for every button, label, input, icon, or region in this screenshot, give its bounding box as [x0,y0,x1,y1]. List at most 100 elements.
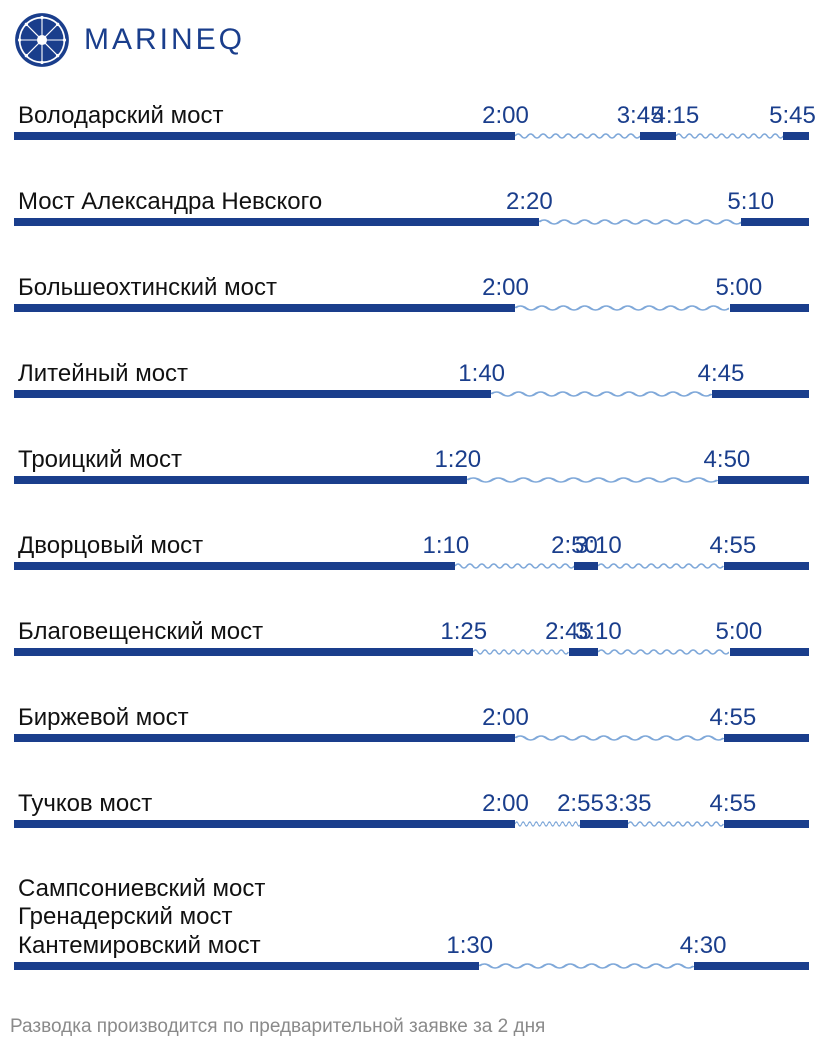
time-label: 1:25 [440,618,487,646]
bridge-labels: Мост Александра Невского2:205:10 [14,184,809,216]
time-label: 3:10 [575,532,622,560]
segment-closed [801,562,809,570]
bridge-name: Володарский мост [18,102,223,130]
segment-open [676,132,783,140]
bridge-row: Володарский мост2:003:454:155:45 [4,98,819,140]
timeline-bar [14,132,809,140]
segment-closed [783,132,801,140]
segment-closed [801,734,809,742]
segment-closed [724,734,802,742]
segment-open [491,390,712,398]
segment-closed [801,132,809,140]
bridge-name-line: Гренадерский мост [18,903,265,931]
segment-closed [14,648,473,656]
time-label: 4:15 [652,102,699,130]
segment-open [473,648,568,656]
segment-closed [580,820,628,828]
segment-closed [801,820,809,828]
time-label: 1:40 [458,360,505,388]
bridge-name-line: Благовещенский мост [18,618,263,646]
bridge-row: Дворцовый мост1:102:503:104:55 [4,528,819,570]
bridge-labels: Володарский мост2:003:454:155:45 [14,98,809,130]
segment-closed [14,734,515,742]
time-label: 5:45 [769,102,816,130]
segment-closed [14,390,491,398]
timeline-bar [14,820,809,828]
segment-closed [14,962,479,970]
segment-closed [14,476,467,484]
header: MARINEQ [0,0,823,98]
time-label: 3:10 [575,618,622,646]
time-label: 5:00 [715,274,762,302]
time-label: 4:55 [710,532,757,560]
segment-closed [14,132,515,140]
timeline-bar [14,476,809,484]
time-label: 2:00 [482,102,529,130]
segment-closed [801,218,809,226]
bridge-name-line: Мост Александра Невского [18,188,322,216]
bridge-name-line: Володарский мост [18,102,223,130]
segment-open [515,734,724,742]
time-label: 2:00 [482,704,529,732]
timeline-bar [14,562,809,570]
bridge-row: Биржевой мост 2:00 4:55 [4,700,819,742]
bridge-row: Сампсониевский мостГренадерский мостКант… [4,872,819,970]
bridge-labels: Большеохтинский мост 2:00 5:00 [14,270,809,302]
bridge-row: Большеохтинский мост 2:00 5:00 [4,270,819,312]
segment-closed [730,648,802,656]
time-label: 4:55 [710,790,757,818]
bridge-labels: Тучков мост2:002:553:354:55 [14,786,809,818]
bridge-name: Троицкий мост [18,446,182,474]
timeline-bar [14,648,809,656]
timeline-bar [14,304,809,312]
time-label: 4:45 [698,360,745,388]
segment-closed [724,562,802,570]
bridge-row: Литейный мост 1:40 4:45 [4,356,819,398]
bridge-labels: Биржевой мост 2:00 4:55 [14,700,809,732]
bridge-name: Биржевой мост [18,704,189,732]
segment-closed [801,476,809,484]
segment-open [515,820,581,828]
bridge-name-line: Дворцовый мост [18,532,203,560]
segment-open [598,562,723,570]
bridge-name: Литейный мост [18,360,188,388]
segment-open [515,304,730,312]
segment-open [467,476,717,484]
segment-closed [741,218,801,226]
bridge-name-line: Троицкий мост [18,446,182,474]
time-label: 2:20 [506,188,553,216]
bridge-row: Троицкий мост1:204:50 [4,442,819,484]
segment-closed [801,390,809,398]
segment-closed [574,562,598,570]
time-label: 4:55 [710,704,757,732]
bridge-row: Тучков мост2:002:553:354:55 [4,786,819,828]
segment-closed [712,390,801,398]
segment-closed [801,304,809,312]
bridge-name: Благовещенский мост [18,618,263,646]
time-label: 2:00 [482,790,529,818]
segment-closed [569,648,599,656]
bridge-labels: Литейный мост 1:40 4:45 [14,356,809,388]
bridge-name-line: Большеохтинский мост [18,274,277,302]
segment-open [515,132,640,140]
bridge-name: Мост Александра Невского [18,188,322,216]
bridge-name: Тучков мост [18,790,152,818]
segment-closed [730,304,802,312]
bridge-name-line: Сампсониевский мост [18,875,265,903]
segment-open [539,218,742,226]
footer-note: Разводка производится по предварительной… [0,1014,823,1046]
segment-open [479,962,694,970]
segment-closed [14,820,515,828]
time-label: 3:35 [605,790,652,818]
segment-closed [640,132,676,140]
bridge-schedule: Володарский мост2:003:454:155:45Мост Але… [0,98,823,970]
segment-closed [14,218,539,226]
segment-open [628,820,723,828]
segment-closed [801,648,809,656]
segment-open [455,562,574,570]
time-label: 5:00 [715,618,762,646]
time-label: 2:00 [482,274,529,302]
segment-closed [724,820,802,828]
bridge-labels: Сампсониевский мостГренадерский мостКант… [14,872,809,960]
bridge-row: Мост Александра Невского2:205:10 [4,184,819,226]
